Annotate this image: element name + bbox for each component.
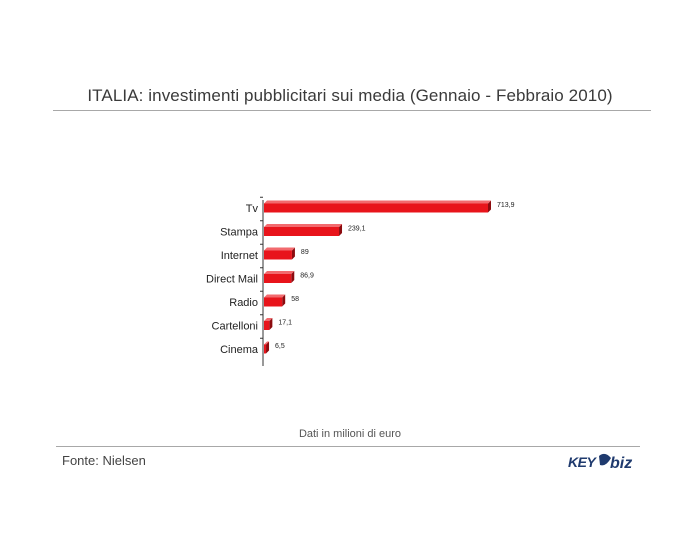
bar-group: Direct Mail 86,9 [206,267,314,286]
bar-top [264,224,343,227]
bar-top [264,294,286,298]
category-label: Direct Mail [206,274,258,286]
footer-divider [56,446,640,447]
svg-text:KEY: KEY [568,454,597,470]
bar [264,250,292,260]
bar [264,297,283,307]
bar-top [264,341,270,345]
bar [264,344,267,354]
key4biz-logo: KEY biz [568,453,632,472]
source-label: Fonte: Nielsen [62,453,146,468]
bar-side [339,224,343,236]
bar [264,321,270,330]
bar-side [291,271,295,283]
bar-side [266,341,270,354]
value-label: 239,1 [348,226,366,233]
category-label: Stampa [220,227,259,239]
bar-top [264,200,491,204]
value-label: 17,1 [278,320,292,327]
category-label: Cinema [220,344,259,356]
value-label: 58 [291,296,299,303]
bar-top [264,271,295,274]
bar-side [488,200,491,213]
bar-side [269,318,273,330]
category-label: Radio [229,297,258,309]
bar-group: Stampa 239,1 [220,220,366,239]
category-label: Tv [246,203,259,215]
bar [264,274,292,283]
bar-group: Cartelloni 17,1 [212,314,292,333]
chart-title: ITALIA: investimenti pubblicitari sui me… [87,86,613,105]
bar-group: Internet 89 [221,243,309,262]
title-divider [53,110,651,111]
units-note: Dati in milioni di euro [298,428,402,440]
bar-group: Tv 713,9 [246,196,515,215]
bar-side [291,247,295,260]
bar [264,203,488,213]
bar-side [282,294,286,307]
category-label: Cartelloni [212,321,258,333]
value-label: 713,9 [497,202,515,209]
bar-top [264,318,273,321]
value-label: 89 [301,249,309,256]
bar [264,227,340,236]
bar-chart: Tv 713,9 Stampa 239,1 Internet 89 Direct Mail 8… [206,196,515,366]
svg-text:biz: biz [610,455,632,472]
value-label: 86,9 [300,273,314,280]
bar-group: Cinema 6,5 [220,337,285,356]
bar-top [264,247,295,251]
value-label: 6,5 [275,343,285,350]
bar-group: Radio 58 [229,290,299,309]
category-label: Internet [221,250,258,262]
